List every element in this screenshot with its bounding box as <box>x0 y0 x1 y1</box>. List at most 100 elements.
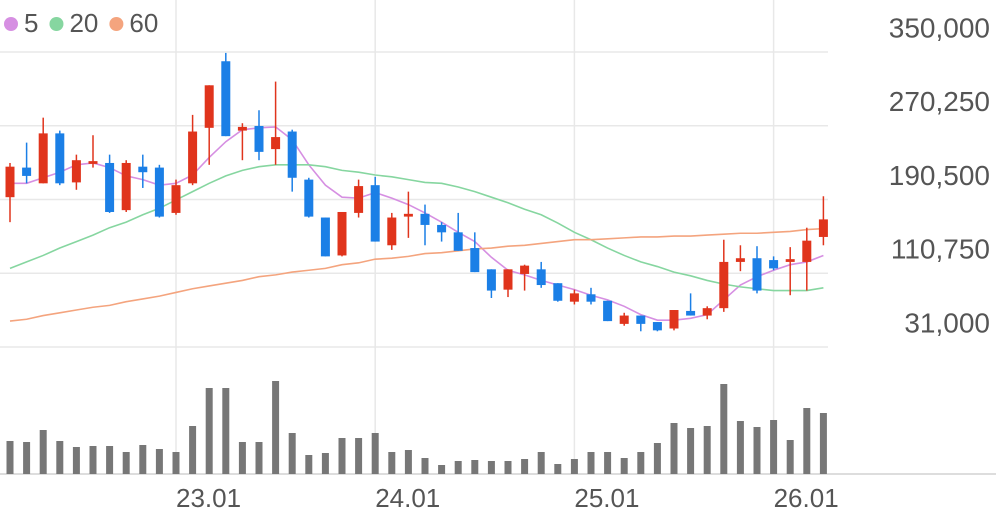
candle-body <box>188 131 198 184</box>
volume-bar <box>471 460 479 474</box>
volume-bar <box>371 433 379 474</box>
legend-marker <box>109 17 124 31</box>
volume-bar <box>255 442 263 474</box>
candle-body <box>171 185 181 213</box>
volume-bar <box>355 438 363 474</box>
volume-bar <box>637 452 645 474</box>
legend-label: 60 <box>129 8 158 38</box>
volume-bar <box>587 452 595 474</box>
candle-body <box>320 217 330 257</box>
volume-bar <box>454 461 462 474</box>
volume-bar <box>620 458 628 474</box>
volume-bar <box>155 449 163 474</box>
volume-bar <box>570 459 578 474</box>
volume-bar <box>786 440 794 474</box>
legend-marker <box>4 17 18 31</box>
candle-body <box>287 131 297 178</box>
y-tick-label: 270,250 <box>889 86 990 117</box>
volume-bar <box>438 465 446 474</box>
volume-bar <box>272 381 280 474</box>
candle-body <box>154 167 164 217</box>
volume-bar <box>770 420 778 474</box>
candle-body <box>818 219 828 237</box>
volume-bar <box>321 453 329 474</box>
volume-bar <box>338 438 346 474</box>
ma-line <box>10 126 824 321</box>
candle-body <box>403 213 413 217</box>
candle-body <box>105 162 115 212</box>
candle-body <box>669 310 679 329</box>
y-tick-label: 190,500 <box>889 160 990 191</box>
volume-bar <box>554 464 562 474</box>
volume-bar <box>6 441 14 474</box>
candle-body <box>337 211 347 256</box>
volume-bar <box>238 442 246 474</box>
ma-line <box>9 227 824 322</box>
candle-body <box>237 126 247 131</box>
y-tick-label: 110,750 <box>891 234 990 265</box>
candle-body <box>121 162 131 211</box>
candle-body <box>603 300 613 322</box>
volume-bar <box>604 452 612 474</box>
candle-body <box>55 133 65 184</box>
x-tick-label: 25.01 <box>574 483 639 513</box>
candle-body <box>686 310 696 316</box>
candle-body <box>221 61 231 137</box>
candle-body <box>470 248 480 273</box>
volume-bar <box>23 442 31 474</box>
volume-bar <box>736 421 744 474</box>
volume-bar <box>205 388 213 474</box>
candle-body <box>702 308 712 316</box>
x-tick-label: 24.01 <box>375 483 440 513</box>
candle-body <box>636 315 646 324</box>
candle-body <box>652 322 662 331</box>
candle-body <box>586 294 596 302</box>
y-tick-label: 31,000 <box>904 307 990 338</box>
volume-bar <box>72 447 80 474</box>
ma-line <box>9 164 824 292</box>
candle-body <box>304 179 314 217</box>
volume-bar <box>222 388 230 474</box>
candle-body <box>785 259 795 262</box>
candle-body <box>486 269 496 291</box>
volume-bar <box>521 459 529 474</box>
candle-body <box>204 85 214 128</box>
volume-bar <box>653 443 661 474</box>
candle-body <box>387 217 397 246</box>
candle-body <box>802 240 812 262</box>
volume-bar <box>122 452 130 474</box>
volume-bar <box>703 426 711 474</box>
candle-body <box>254 125 264 152</box>
volume-bar <box>404 450 412 474</box>
volume-bar <box>720 384 728 474</box>
volume-bar <box>753 427 761 474</box>
volume-bar <box>106 446 114 474</box>
candle-body <box>38 133 48 184</box>
volume-bar <box>39 430 47 474</box>
volume-bar <box>56 441 64 474</box>
volume-bar <box>670 423 678 474</box>
candle-body <box>420 213 430 225</box>
candle-body <box>569 293 579 302</box>
volume-bar <box>388 452 396 474</box>
volume-bar <box>687 428 695 474</box>
volume-bar <box>189 426 197 474</box>
candle-body <box>619 315 629 324</box>
x-tick-label: 23.01 <box>176 483 241 513</box>
candle-body <box>520 265 530 274</box>
candle-body <box>354 186 364 213</box>
candle-body <box>437 224 447 233</box>
volume-bar <box>803 408 811 474</box>
candle-body <box>5 166 15 198</box>
candle-body <box>735 258 745 262</box>
legend-label: 20 <box>69 8 98 38</box>
candle-body <box>536 269 546 286</box>
candle-body <box>370 185 380 242</box>
y-tick-label: 350,000 <box>889 12 990 43</box>
candle-body <box>553 283 563 301</box>
volume-bar <box>537 452 545 474</box>
candle-body <box>271 137 281 150</box>
x-tick-label: 26.01 <box>774 483 839 513</box>
volume-bar <box>139 445 147 474</box>
